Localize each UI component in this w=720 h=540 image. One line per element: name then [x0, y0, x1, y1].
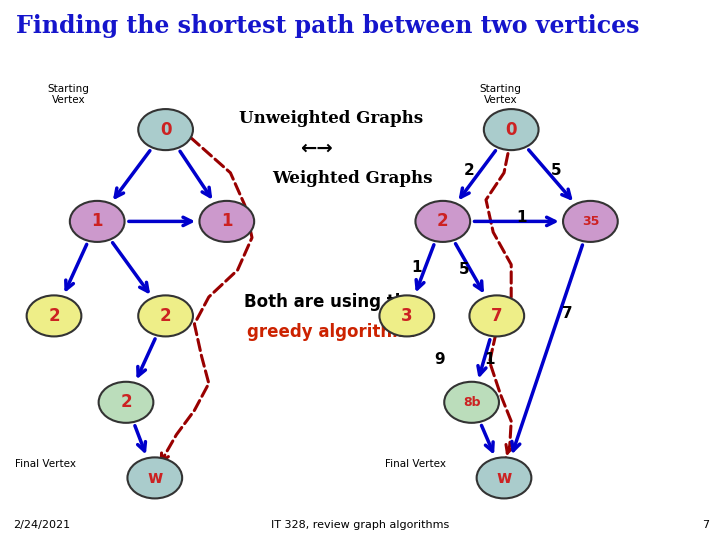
Circle shape — [138, 295, 193, 336]
Circle shape — [199, 201, 254, 242]
Text: 1: 1 — [517, 210, 527, 225]
Text: Starting
Vertex: Starting Vertex — [480, 84, 521, 105]
Text: 2: 2 — [437, 212, 449, 231]
Text: 2/24/2021: 2/24/2021 — [13, 520, 70, 530]
Text: IT 328, review graph algorithms: IT 328, review graph algorithms — [271, 520, 449, 530]
Text: 1: 1 — [221, 212, 233, 231]
Text: 2: 2 — [160, 307, 171, 325]
Text: Final Vertex: Final Vertex — [14, 460, 76, 469]
Text: 9: 9 — [434, 352, 444, 367]
Circle shape — [469, 295, 524, 336]
Text: 1: 1 — [411, 260, 421, 275]
Text: 2: 2 — [464, 163, 474, 178]
Circle shape — [444, 382, 499, 423]
Circle shape — [379, 295, 434, 336]
Text: 2: 2 — [48, 307, 60, 325]
Text: 5: 5 — [552, 163, 562, 178]
Circle shape — [27, 295, 81, 336]
Circle shape — [484, 109, 539, 150]
Circle shape — [138, 109, 193, 150]
Text: w: w — [147, 469, 163, 487]
Circle shape — [563, 201, 618, 242]
Circle shape — [127, 457, 182, 498]
Text: greedy algorithm.: greedy algorithm. — [247, 323, 415, 341]
Text: 8b: 8b — [463, 396, 480, 409]
Text: Final Vertex: Final Vertex — [385, 460, 446, 469]
Text: 1: 1 — [91, 212, 103, 231]
Text: 5: 5 — [459, 262, 469, 278]
Text: 2: 2 — [120, 393, 132, 411]
Text: 0: 0 — [160, 120, 171, 139]
Text: ←→: ←→ — [300, 139, 333, 158]
Text: Unweighted Graphs: Unweighted Graphs — [239, 110, 423, 127]
Circle shape — [99, 382, 153, 423]
Text: w: w — [496, 469, 512, 487]
Text: Weighted Graphs: Weighted Graphs — [273, 170, 433, 187]
Text: 3: 3 — [401, 307, 413, 325]
Text: 35: 35 — [582, 215, 599, 228]
Text: Starting
Vertex: Starting Vertex — [48, 84, 89, 105]
Circle shape — [415, 201, 470, 242]
Text: 1: 1 — [485, 352, 495, 367]
Text: 0: 0 — [505, 120, 517, 139]
Text: 7: 7 — [702, 520, 709, 530]
Text: Both are using the: Both are using the — [244, 293, 418, 312]
Text: 7: 7 — [491, 307, 503, 325]
Text: 7: 7 — [562, 306, 572, 321]
Circle shape — [70, 201, 125, 242]
Circle shape — [477, 457, 531, 498]
Text: Finding the shortest path between two vertices: Finding the shortest path between two ve… — [16, 14, 639, 37]
